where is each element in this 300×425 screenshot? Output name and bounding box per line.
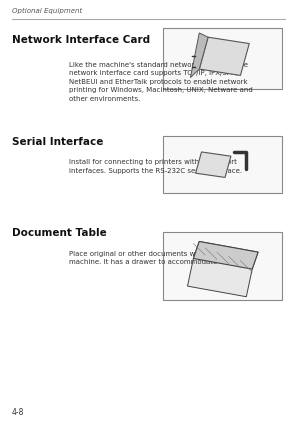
Text: Place original or other documents when using the
machine. It has a drawer to acc: Place original or other documents when u… — [69, 251, 244, 265]
Bar — [163, 136, 282, 193]
Polygon shape — [199, 37, 249, 76]
Text: Serial Interface: Serial Interface — [12, 136, 103, 147]
Bar — [163, 232, 282, 300]
Polygon shape — [188, 241, 258, 297]
Text: Optional Equipment: Optional Equipment — [12, 8, 82, 14]
Text: Network Interface Card: Network Interface Card — [12, 34, 150, 45]
Polygon shape — [194, 241, 258, 269]
Polygon shape — [196, 152, 231, 178]
Text: Install for connecting to printers with serial port
interfaces. Supports the RS-: Install for connecting to printers with … — [69, 159, 242, 174]
Text: Document Table: Document Table — [12, 228, 106, 238]
Polygon shape — [190, 33, 208, 78]
Text: 4-8: 4-8 — [12, 408, 24, 417]
Bar — [163, 28, 282, 89]
Text: Like the machine's standard network interface, the
network interface card suppor: Like the machine's standard network inte… — [69, 62, 253, 102]
